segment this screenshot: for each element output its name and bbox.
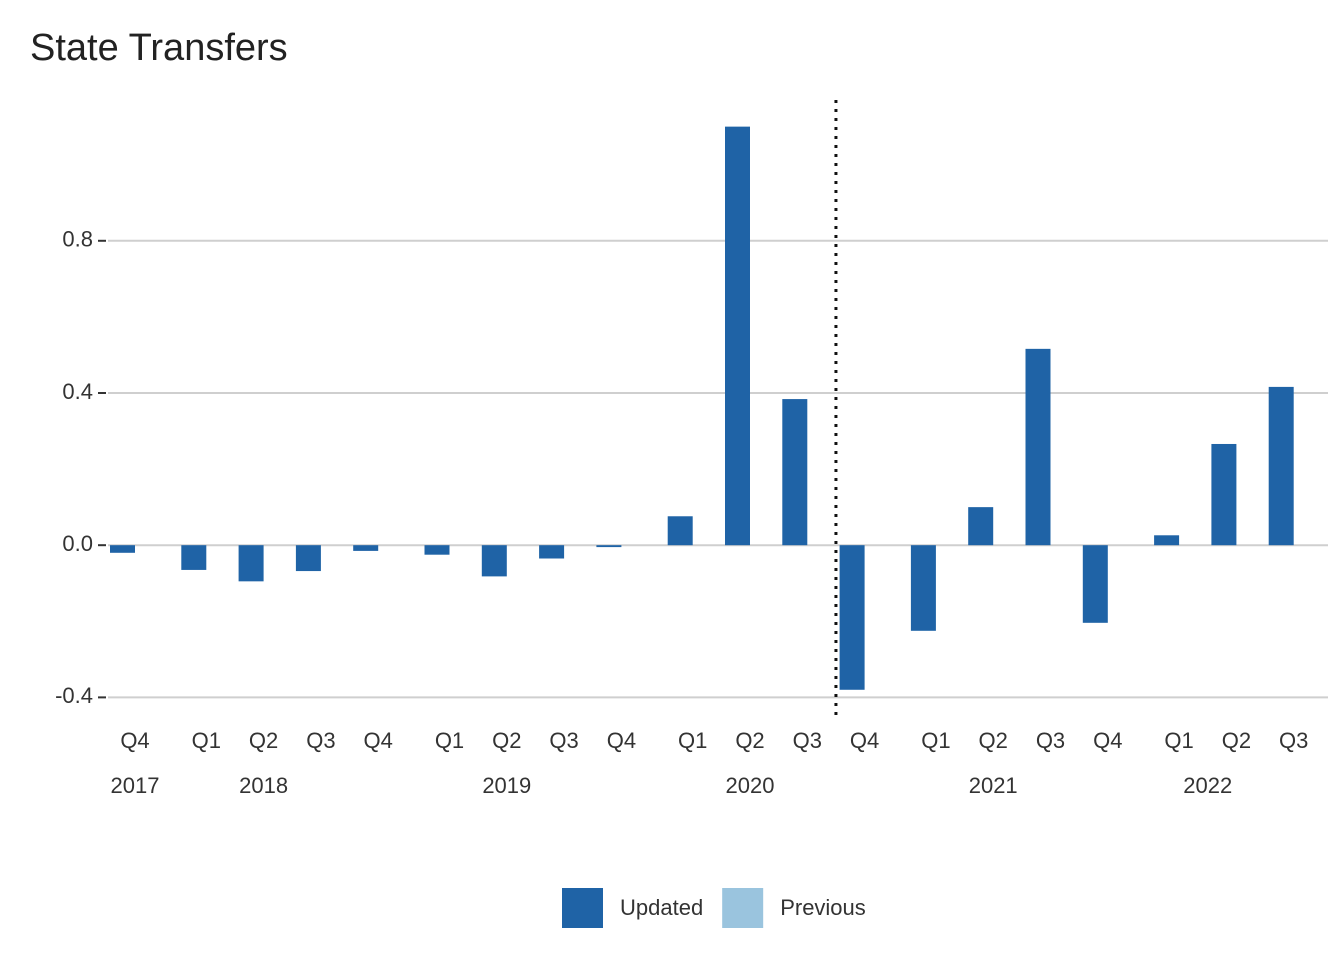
x-group-label: 2022 — [1183, 773, 1232, 798]
x-tick-label: Q3 — [306, 728, 335, 753]
legend-swatch — [722, 888, 764, 928]
bar — [1211, 443, 1237, 546]
x-tick-label: Q2 — [979, 728, 1008, 753]
bar — [910, 545, 936, 631]
bar — [238, 545, 264, 582]
x-tick-label: Q4 — [850, 728, 879, 753]
bar — [1025, 348, 1051, 546]
x-tick-label: Q1 — [192, 728, 221, 753]
legend-swatch — [562, 888, 603, 928]
bar — [295, 545, 321, 572]
bar — [110, 545, 135, 553]
x-tick-label: Q1 — [921, 728, 950, 753]
x-tick-label: Q1 — [435, 728, 464, 753]
bar — [481, 545, 507, 577]
bar — [353, 545, 379, 551]
x-group-label: 2017 — [111, 773, 160, 798]
x-tick-label: Q1 — [1164, 728, 1193, 753]
y-tick-label: 0.8 — [62, 227, 93, 252]
x-tick-label: Q4 — [1093, 728, 1122, 753]
bar — [1268, 386, 1294, 546]
x-tick-label: Q3 — [793, 728, 822, 753]
bar — [968, 507, 994, 546]
bar — [424, 545, 450, 555]
bar — [667, 516, 693, 546]
bar — [725, 126, 750, 546]
bar — [596, 545, 622, 548]
legend-label: Updated — [620, 895, 703, 920]
y-tick-label: 0.4 — [62, 379, 93, 404]
bar — [839, 545, 865, 690]
bar — [1154, 535, 1180, 546]
x-group-label: 2018 — [239, 773, 288, 798]
x-group-label: 2019 — [482, 773, 531, 798]
y-tick-label: 0.0 — [62, 531, 93, 556]
x-tick-label: Q4 — [607, 728, 636, 753]
x-tick-label: Q3 — [549, 728, 578, 753]
x-tick-label: Q4 — [120, 728, 149, 753]
x-tick-label: Q2 — [735, 728, 764, 753]
bar — [782, 399, 808, 546]
x-tick-label: Q3 — [1036, 728, 1065, 753]
x-tick-label: Q2 — [1222, 728, 1251, 753]
x-group-label: 2021 — [969, 773, 1018, 798]
x-group-label: 2020 — [726, 773, 775, 798]
bar — [181, 545, 207, 570]
x-tick-label: Q2 — [249, 728, 278, 753]
x-tick-label: Q2 — [492, 728, 521, 753]
chart-title: State Transfers — [30, 27, 288, 69]
bar — [1082, 545, 1108, 623]
x-tick-label: Q3 — [1279, 728, 1308, 753]
x-tick-label: Q4 — [364, 728, 393, 753]
y-tick-label: -0.4 — [55, 683, 93, 708]
legend-label: Previous — [780, 895, 866, 920]
bar — [539, 545, 565, 559]
x-tick-label: Q1 — [678, 728, 707, 753]
